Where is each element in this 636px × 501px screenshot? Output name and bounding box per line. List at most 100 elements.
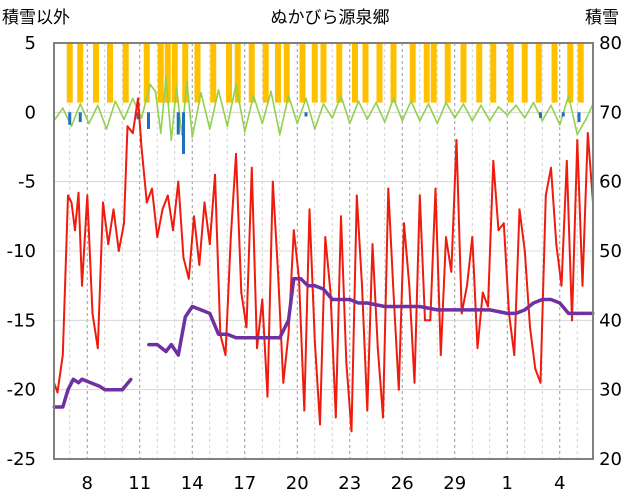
precip-bars [68,112,581,154]
snow-depth-point [269,336,273,340]
temperature-point [126,125,129,128]
snow-depth-point [129,377,133,381]
snow-depth-point [540,298,544,302]
temperature-line [53,97,594,433]
temperature-point [544,194,547,197]
temperature-point [131,132,134,135]
temperature-point [466,284,468,287]
snowfall-bar [157,43,164,103]
snowfall-bar [77,43,84,103]
snowfall-bar [226,43,232,103]
temperature-point [240,291,243,294]
x-tick: 29 [443,473,466,494]
snow-depth-point [505,311,509,315]
temperature-point [137,97,139,100]
change-point [114,100,117,103]
snow-depth-point [400,304,404,308]
snowfall-bar [567,43,574,103]
temperature-point [145,201,148,204]
precip-bar [68,112,72,125]
snow-depth-point [348,298,352,302]
snow-depth-point [103,388,107,392]
precip-bar [182,112,185,154]
temperature-point [74,229,76,232]
temperature-point [161,208,164,211]
precip-bar [78,112,82,123]
y-tick-left: -5 [18,172,36,193]
change-point [131,97,134,100]
temperature-point [67,194,69,197]
snowfall-bar [194,43,201,103]
change-line [53,76,594,141]
temperature-point [571,319,573,322]
temperature-point [376,347,379,350]
change-point [427,103,430,105]
right-axis-title: 積雪 [585,8,619,28]
change-point [149,83,152,86]
change-point [567,94,570,97]
precip-bar [176,112,180,135]
snow-depth-point [567,311,570,315]
temperature-point [340,215,342,218]
snowfall-bar [182,43,189,103]
snowfall-bar [362,43,369,103]
temperature-point [334,416,337,419]
x-tick: 8 [82,473,93,494]
temperature-point [203,201,206,204]
snow-depth-point [183,315,187,319]
change-point [88,122,90,125]
snow-depth-point [549,298,553,302]
change-point [331,116,334,119]
change-point [418,119,421,122]
snowfall-bar [164,43,171,103]
change-point [287,94,290,97]
snow-depth-point [383,304,387,308]
snowfall-bar [535,43,542,103]
change-point [497,105,500,108]
snow-depth-point [252,336,255,340]
temperature-point [282,381,285,384]
temperature-point [177,180,180,183]
temperature-point [392,291,395,294]
change-point [305,97,307,100]
x-tick: 20 [286,473,309,494]
y-tick-left: 5 [25,33,36,54]
change-point [261,122,264,125]
temperature-point [308,208,311,211]
snowfall-bar [283,43,290,103]
change-point [401,119,404,122]
temperature-point [266,395,269,398]
temperature-point [61,354,64,356]
temperature-point [387,187,390,190]
change-point [585,118,587,121]
temperature-point [329,291,332,294]
temperature-point [81,284,83,287]
temperature-point [107,243,110,246]
temperature-point [355,194,358,197]
snowfall-bar [143,43,150,103]
snow-depth-point [287,318,290,322]
change-point [96,104,99,107]
temperature-point [256,347,258,350]
snowfall-bar [430,43,437,103]
snowfall-bar [444,43,451,103]
precip-bar [147,112,150,129]
snow-depth-point [357,301,360,305]
temperature-point [439,354,442,356]
snow-depth-point [164,350,168,354]
change-point [278,133,281,136]
temperature-point [208,243,211,246]
change-point [226,125,229,128]
snowfall-bar [262,43,269,103]
left-axis-title: 積雪以外 [2,8,70,28]
change-point [140,116,143,119]
snow-depth-point [514,311,518,315]
precip-bar [136,112,140,120]
temperature-point [497,229,500,232]
change-point [61,107,64,110]
snow-depth-series [52,276,595,409]
temperature-point [96,347,99,350]
temperature-point [418,194,421,197]
temperature-point [502,222,505,225]
